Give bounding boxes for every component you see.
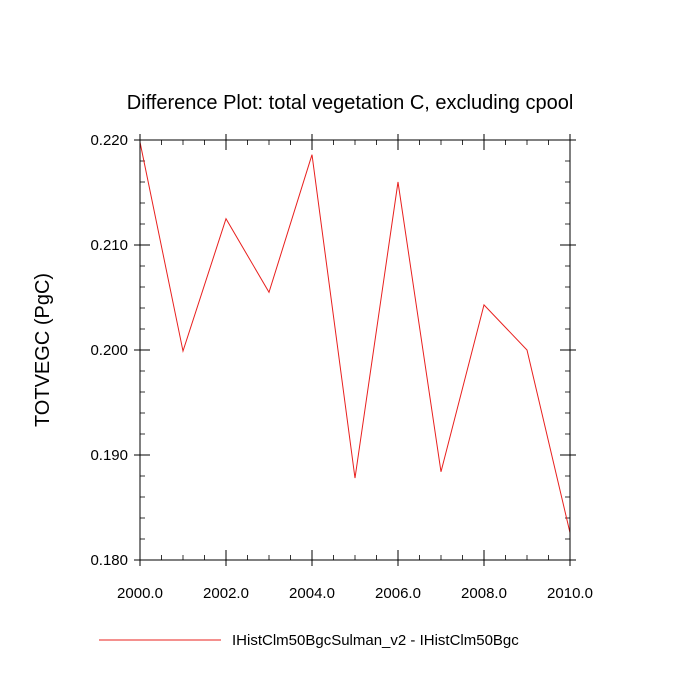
x-tick-label: 2000.0 bbox=[117, 585, 163, 602]
x-tick-label: 2002.0 bbox=[203, 585, 249, 602]
series-line-0 bbox=[139, 141, 571, 533]
x-tick-label: 2006.0 bbox=[375, 585, 421, 602]
y-tick-label: 0.190 bbox=[90, 447, 128, 464]
legend: IHistClm50BgcSulman_v2 - IHistClm50Bgc bbox=[99, 632, 519, 649]
y-tick-label: 0.210 bbox=[90, 237, 128, 254]
legend-label: IHistClm50BgcSulman_v2 - IHistClm50Bgc bbox=[232, 632, 519, 649]
y-tick-label: 0.180 bbox=[90, 552, 128, 569]
y-tick-labels: 0.180 0.190 0.200 0.210 0.220 bbox=[90, 132, 128, 569]
plot-frame bbox=[139, 139, 571, 561]
x-tick-labels: 2000.0 2002.0 2004.0 2006.0 2008.0 2010.0 bbox=[117, 585, 593, 602]
y-tick-label: 0.200 bbox=[90, 342, 128, 359]
y-axis-label: TOTVEGC (PgC) bbox=[32, 273, 54, 427]
x-tick-label: 2004.0 bbox=[289, 585, 335, 602]
y-tick-label: 0.220 bbox=[90, 132, 128, 149]
minor-ticks bbox=[140, 140, 570, 560]
x-tick-label: 2008.0 bbox=[461, 585, 507, 602]
series-layer bbox=[139, 141, 571, 533]
x-tick-label: 2010.0 bbox=[547, 585, 593, 602]
major-ticks bbox=[134, 134, 576, 566]
chart-title: Difference Plot: total vegetation C, exc… bbox=[127, 92, 574, 114]
